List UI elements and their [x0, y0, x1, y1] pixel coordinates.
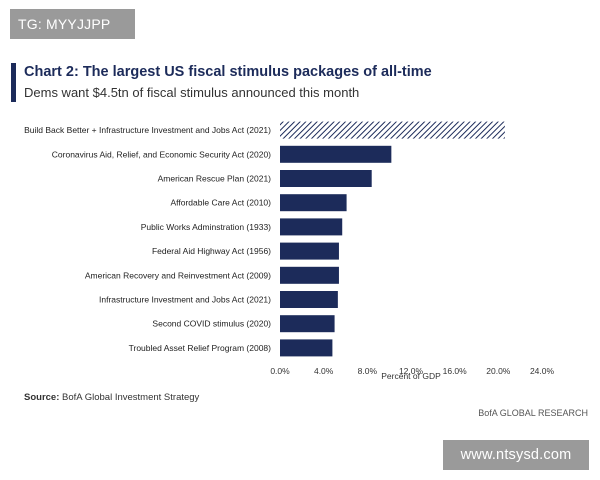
brand-label: BofA GLOBAL RESEARCH	[478, 408, 588, 418]
bar-7	[280, 291, 338, 308]
source-label: Source:	[24, 392, 60, 403]
bar-8	[280, 315, 335, 333]
bar-3	[280, 194, 347, 212]
category-label: American Rescue Plan (2021)	[158, 174, 272, 184]
bar-0	[280, 121, 505, 139]
category-label: Federal Aid Highway Act (1956)	[152, 246, 271, 256]
x-tick-label: 24.0%	[530, 366, 555, 376]
bar-4	[280, 218, 343, 236]
category-label: Public Works Adminstration (1933)	[141, 222, 271, 232]
x-tick-label: 20.0%	[486, 366, 511, 376]
x-tick-label: 16.0%	[443, 366, 468, 376]
category-label: Second COVID stimulus (2020)	[152, 319, 271, 329]
bar-1	[280, 145, 392, 163]
x-axis-label: Percent of GDP	[381, 371, 441, 381]
x-tick-label: 12.0%	[399, 366, 424, 376]
bar-2	[280, 170, 372, 187]
bar-5	[280, 242, 339, 260]
category-label: American Recovery and Reinvestment Act (…	[85, 270, 271, 280]
source-note: Source: BofA Global Investment Strategy	[24, 392, 199, 403]
watermark: www.ntsysd.com	[443, 440, 589, 470]
category-label: Troubled Asset Relief Program (2008)	[129, 343, 272, 353]
bar-9	[280, 339, 333, 357]
x-tick-label: 8.0%	[358, 366, 378, 376]
bar-6	[280, 266, 339, 284]
category-label: Build Back Better + Infrastructure Inves…	[24, 125, 271, 135]
chart-title: Chart 2: The largest US fiscal stimulus …	[24, 64, 432, 80]
header-tag: TG: MYYJJPP	[10, 9, 135, 39]
source-text: BofA Global Investment Strategy	[62, 392, 200, 403]
category-label: Affordable Care Act (2010)	[171, 198, 272, 208]
chart-subtitle: Dems want $4.5tn of fiscal stimulus anno…	[24, 85, 360, 100]
title-accent-bar	[11, 63, 16, 102]
bar-chart: Build Back Better + Infrastructure Inves…	[24, 121, 555, 381]
category-label: Infrastructure Investment and Jobs Act (…	[99, 295, 271, 305]
category-label: Coronavirus Aid, Relief, and Economic Se…	[52, 149, 271, 159]
x-tick-label: 4.0%	[314, 366, 334, 376]
x-tick-label: 0.0%	[270, 366, 290, 376]
